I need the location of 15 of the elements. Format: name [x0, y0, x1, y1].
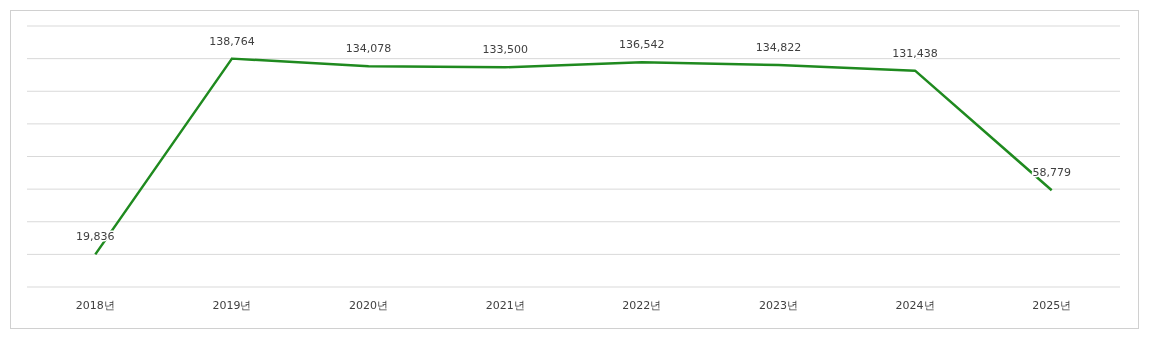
- x-tick-label: 2025년: [1032, 298, 1072, 312]
- data-label: 131,438: [892, 46, 938, 60]
- data-label: 134,822: [755, 41, 802, 55]
- x-tick-label: 2024년: [895, 298, 935, 312]
- x-tick-label: 2022년: [622, 298, 662, 312]
- data-label: 133,500: [482, 43, 528, 57]
- data-label: 138,764: [209, 34, 255, 48]
- x-tick-label: 2018년: [75, 298, 115, 312]
- data-label: 58,779: [1032, 166, 1071, 180]
- x-tick-label: 2020년: [349, 298, 389, 312]
- data-label: 134,078: [345, 42, 392, 56]
- x-tick-label: 2021년: [485, 298, 525, 312]
- x-tick-label: 2023년: [758, 298, 798, 312]
- x-tick-label: 2019년: [212, 298, 252, 312]
- data-label: 136,542: [619, 38, 665, 52]
